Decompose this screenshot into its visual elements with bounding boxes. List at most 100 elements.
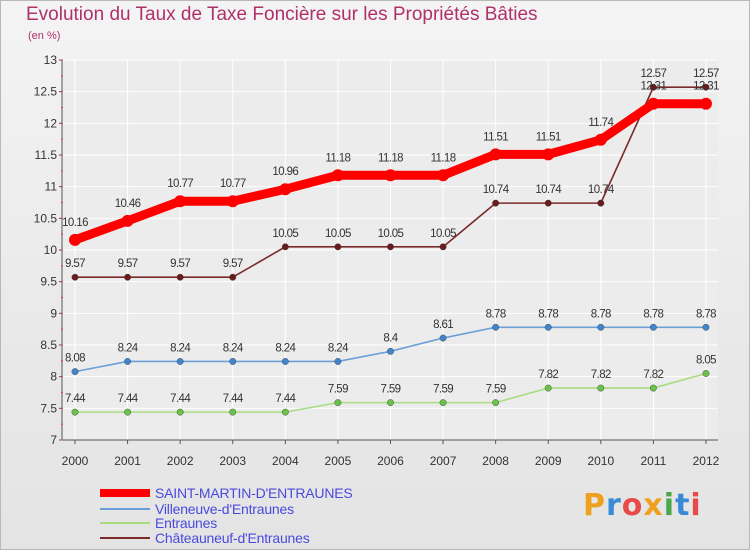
x-tick-label: 2003 (219, 454, 246, 468)
data-label: 10.46 (115, 198, 141, 210)
data-label: 10.05 (378, 228, 404, 240)
data-point-1 (387, 347, 394, 355)
data-label: 10.05 (272, 228, 298, 240)
data-point-0 (647, 97, 660, 110)
data-label: 8.24 (118, 342, 139, 354)
data-label: 12.57 (693, 68, 719, 80)
data-point-0 (331, 169, 344, 182)
data-label: 10.05 (430, 228, 456, 240)
data-label: 8.4 (383, 332, 398, 344)
legend-label-saint-martin: SAINT-MARTIN-D'ENTRAUNES (155, 485, 353, 501)
data-point-1 (439, 334, 447, 342)
data-point-2 (71, 408, 79, 416)
data-label: 12.57 (640, 68, 666, 80)
data-point-0 (279, 183, 292, 196)
chart-subtitle: (en %) (28, 30, 61, 42)
data-point-0 (174, 195, 187, 208)
x-tick-label: 2005 (325, 454, 352, 468)
data-label: 8.78 (538, 308, 558, 320)
data-point-2 (492, 399, 500, 407)
data-label: 10.16 (62, 217, 88, 229)
x-tick-label: 2010 (587, 454, 614, 468)
y-tick-label: 8.5 (40, 338, 57, 352)
data-label: 7.59 (328, 384, 348, 396)
data-label: 11.51 (536, 131, 561, 143)
legend-swatch-chateauneuf (100, 537, 150, 539)
data-label: 10.74 (535, 184, 562, 196)
data-label: 11.74 (588, 117, 614, 129)
data-label: 7.59 (380, 384, 400, 396)
data-label: 8.24 (328, 342, 349, 354)
data-point-0 (226, 195, 239, 208)
data-label: 11.18 (325, 152, 350, 164)
data-label: 12.31 (640, 81, 666, 93)
data-point-0 (489, 148, 502, 161)
data-label: 9.57 (223, 258, 243, 270)
data-label: 8.24 (275, 342, 296, 354)
data-point-1 (334, 358, 342, 365)
data-point-2 (334, 399, 342, 407)
data-label: 7.82 (643, 369, 663, 381)
y-tick-label: 9 (50, 306, 57, 320)
x-tick-label: 2011 (640, 454, 666, 468)
data-point-3 (597, 199, 605, 207)
data-point-0 (437, 169, 450, 182)
x-tick-label: 2000 (62, 454, 89, 468)
data-label: 9.57 (118, 258, 138, 270)
data-point-3 (544, 199, 552, 207)
data-point-0 (594, 133, 607, 146)
data-point-2 (597, 384, 605, 392)
data-label: 8.78 (591, 308, 611, 320)
logo-letter: i (663, 488, 676, 523)
data-label: 10.96 (272, 166, 298, 178)
y-tick-label: 8 (50, 370, 57, 384)
logo-letter: o (621, 488, 644, 523)
data-point-2 (544, 384, 552, 392)
data-point-2 (176, 408, 184, 416)
data-point-1 (176, 358, 184, 365)
y-tick-label: 11.5 (35, 148, 58, 162)
data-label: 7.59 (486, 384, 506, 396)
logo-letter: x (643, 488, 664, 523)
x-tick-label: 2006 (377, 454, 404, 468)
data-point-3 (439, 243, 447, 251)
logo-letter: r (606, 488, 622, 523)
data-label: 12.31 (693, 81, 719, 93)
data-point-0 (699, 97, 712, 110)
legend-label-chateauneuf: Châteauneuf-d'Entraunes (155, 530, 310, 546)
data-label: 8.05 (696, 355, 716, 367)
data-label: 9.57 (65, 258, 85, 270)
data-point-3 (176, 273, 184, 281)
y-tick-label: 9.5 (40, 275, 57, 289)
data-point-1 (492, 323, 500, 331)
data-point-0 (542, 148, 555, 161)
data-point-3 (492, 199, 500, 207)
data-point-1 (702, 323, 710, 331)
x-tick-label: 2004 (272, 454, 299, 468)
logo-letter: i (690, 488, 702, 523)
data-point-3 (229, 273, 237, 281)
x-tick-label: 2008 (482, 454, 509, 468)
legend-swatch-saint-martin (100, 489, 150, 497)
logo-letter: P (583, 488, 606, 523)
logo-letter: t (675, 488, 691, 523)
data-point-0 (384, 169, 397, 182)
legend-swatch-entraunes (100, 522, 150, 524)
y-tick-label: 10.5 (34, 211, 58, 225)
data-point-1 (649, 323, 657, 331)
data-label: 8.78 (643, 308, 663, 320)
data-label: 7.59 (433, 384, 453, 396)
data-point-3 (702, 83, 710, 91)
data-label: 11.18 (431, 152, 456, 164)
y-tick-label: 7 (50, 433, 57, 447)
data-label: 10.74 (588, 184, 615, 196)
data-label: 8.78 (486, 308, 506, 320)
data-point-2 (702, 370, 710, 377)
chart-title: Evolution du Taux de Taxe Foncière sur l… (26, 4, 538, 25)
data-label: 8.08 (65, 353, 85, 365)
data-point-2 (387, 399, 394, 407)
data-point-1 (281, 358, 289, 365)
data-point-2 (281, 408, 289, 416)
x-tick-label: 2001 (114, 454, 141, 468)
